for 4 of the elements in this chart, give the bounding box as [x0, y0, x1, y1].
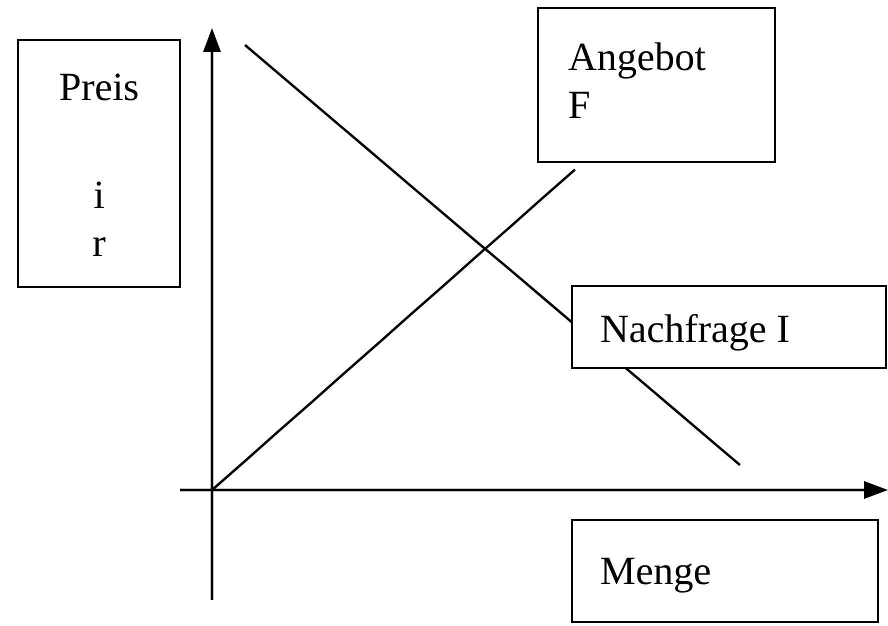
x-axis-title: Menge [600, 548, 712, 593]
series-label: Angebot F [568, 34, 706, 127]
series-label: Nachfrage I [600, 306, 790, 351]
text: Preis i r [59, 64, 139, 265]
